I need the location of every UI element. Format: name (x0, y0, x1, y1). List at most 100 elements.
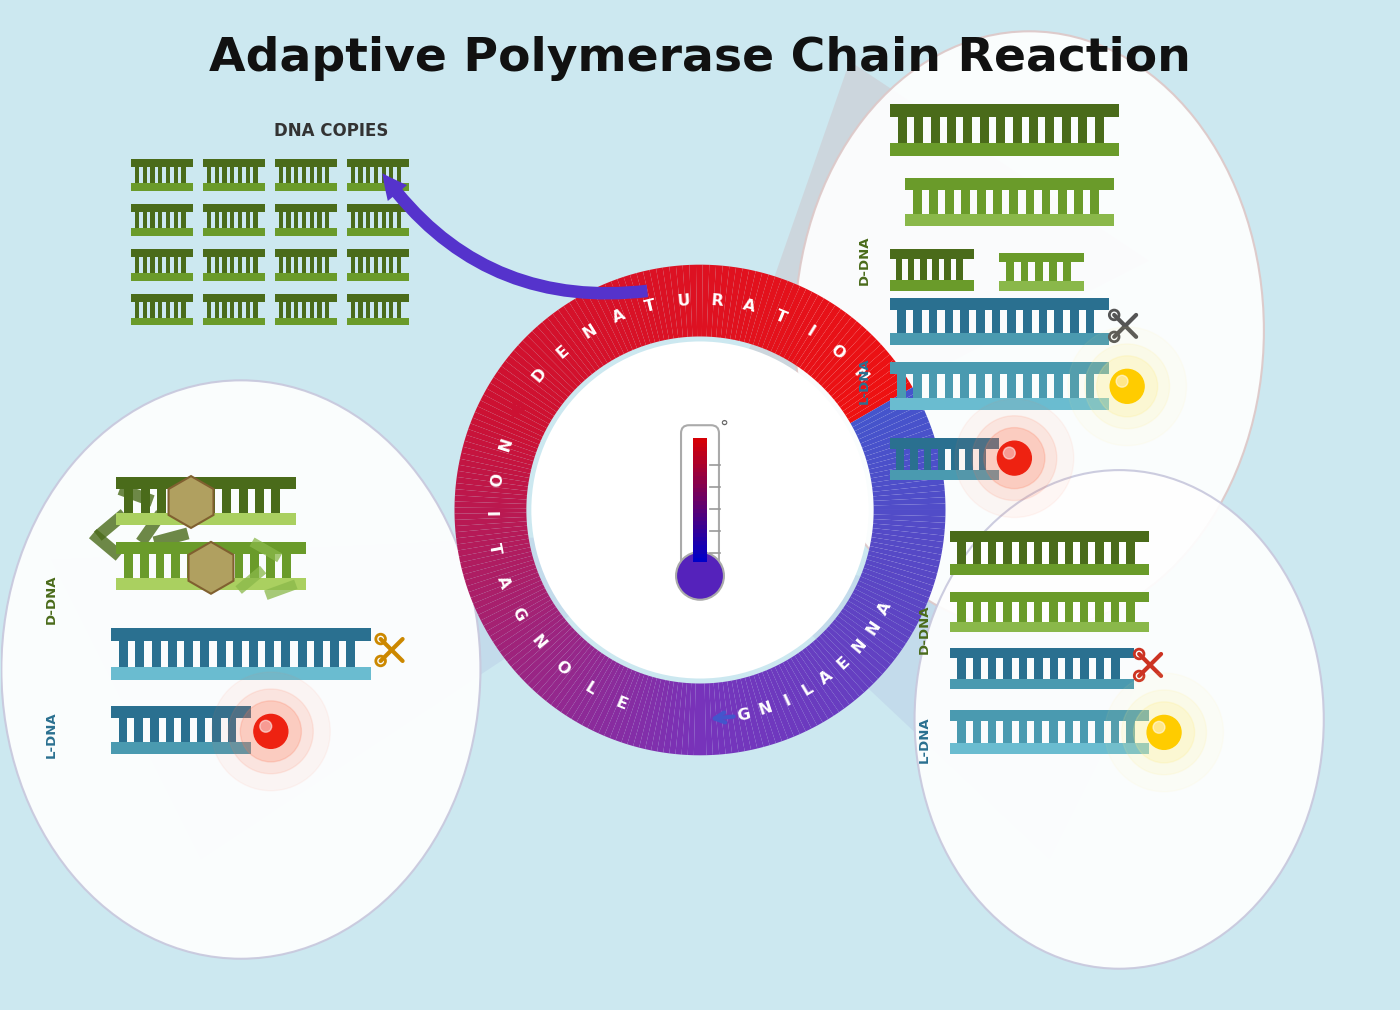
Text: D-DNA: D-DNA (858, 236, 871, 286)
Polygon shape (858, 577, 927, 610)
Polygon shape (865, 434, 935, 461)
Polygon shape (592, 667, 629, 733)
Polygon shape (52, 530, 700, 860)
Bar (245, 257, 249, 273)
Bar (330, 640, 339, 667)
Bar (973, 542, 981, 564)
Polygon shape (466, 564, 536, 592)
Bar (167, 212, 171, 228)
Bar (182, 167, 186, 183)
Text: N: N (491, 436, 510, 454)
Polygon shape (819, 632, 874, 688)
Bar (693, 446, 707, 451)
Bar (693, 524, 707, 529)
Polygon shape (846, 376, 909, 419)
Bar (398, 167, 402, 183)
Bar (150, 167, 155, 183)
Text: T: T (644, 298, 658, 315)
Polygon shape (853, 589, 918, 627)
Polygon shape (528, 633, 581, 689)
Polygon shape (834, 616, 895, 665)
Bar (1095, 721, 1103, 743)
Polygon shape (477, 400, 545, 436)
Polygon shape (872, 478, 944, 492)
Bar (119, 640, 129, 667)
Bar (693, 487, 707, 492)
Bar (235, 553, 244, 578)
Bar (272, 489, 280, 513)
Bar (904, 178, 1114, 190)
Polygon shape (749, 675, 776, 745)
Polygon shape (711, 266, 722, 337)
Text: E: E (553, 342, 571, 361)
Polygon shape (762, 281, 794, 349)
Polygon shape (749, 275, 776, 344)
Bar (309, 302, 314, 317)
Text: I: I (781, 693, 792, 709)
Text: I: I (804, 324, 818, 340)
Bar (949, 647, 1134, 659)
Polygon shape (732, 680, 750, 751)
Polygon shape (455, 517, 526, 526)
Bar (132, 228, 193, 235)
Polygon shape (603, 670, 636, 738)
Polygon shape (701, 265, 710, 336)
Polygon shape (743, 273, 769, 343)
Polygon shape (630, 273, 655, 343)
Polygon shape (581, 292, 620, 359)
Bar (958, 542, 966, 564)
Bar (274, 294, 337, 302)
Bar (932, 260, 939, 280)
Bar (1000, 281, 1084, 291)
Polygon shape (822, 334, 876, 389)
Polygon shape (522, 335, 578, 390)
Bar (302, 257, 307, 273)
Bar (167, 167, 171, 183)
Bar (914, 117, 923, 143)
Text: L: L (582, 680, 599, 698)
Polygon shape (480, 588, 547, 626)
Polygon shape (599, 284, 633, 351)
Bar (150, 257, 155, 273)
Polygon shape (843, 371, 906, 415)
Polygon shape (850, 593, 916, 632)
Bar (693, 450, 707, 456)
Polygon shape (770, 667, 805, 734)
Ellipse shape (914, 470, 1324, 969)
Bar (973, 721, 981, 743)
Polygon shape (633, 677, 657, 747)
Bar (889, 298, 1109, 309)
Bar (223, 489, 231, 513)
Bar (207, 302, 211, 317)
Bar (116, 513, 295, 525)
Polygon shape (455, 508, 526, 514)
Bar (218, 553, 228, 578)
Bar (134, 718, 143, 742)
Polygon shape (707, 265, 715, 337)
Polygon shape (798, 650, 844, 712)
Circle shape (532, 341, 868, 679)
Bar (230, 167, 234, 183)
Bar (171, 553, 181, 578)
Bar (189, 489, 199, 513)
Bar (889, 248, 974, 260)
Bar (889, 280, 974, 291)
Bar (938, 448, 945, 470)
Polygon shape (497, 607, 559, 652)
Polygon shape (806, 644, 854, 705)
Bar (1064, 602, 1074, 622)
Bar (217, 640, 225, 667)
Bar (134, 212, 139, 228)
Bar (281, 640, 290, 667)
Bar (203, 159, 265, 167)
Polygon shape (458, 465, 529, 483)
Bar (1035, 659, 1043, 679)
Bar (1046, 117, 1054, 143)
Polygon shape (500, 610, 561, 656)
Bar (302, 302, 307, 317)
Bar (253, 302, 258, 317)
Text: O: O (484, 472, 501, 487)
Bar (1023, 309, 1032, 333)
Circle shape (676, 551, 724, 600)
Bar (924, 448, 931, 470)
